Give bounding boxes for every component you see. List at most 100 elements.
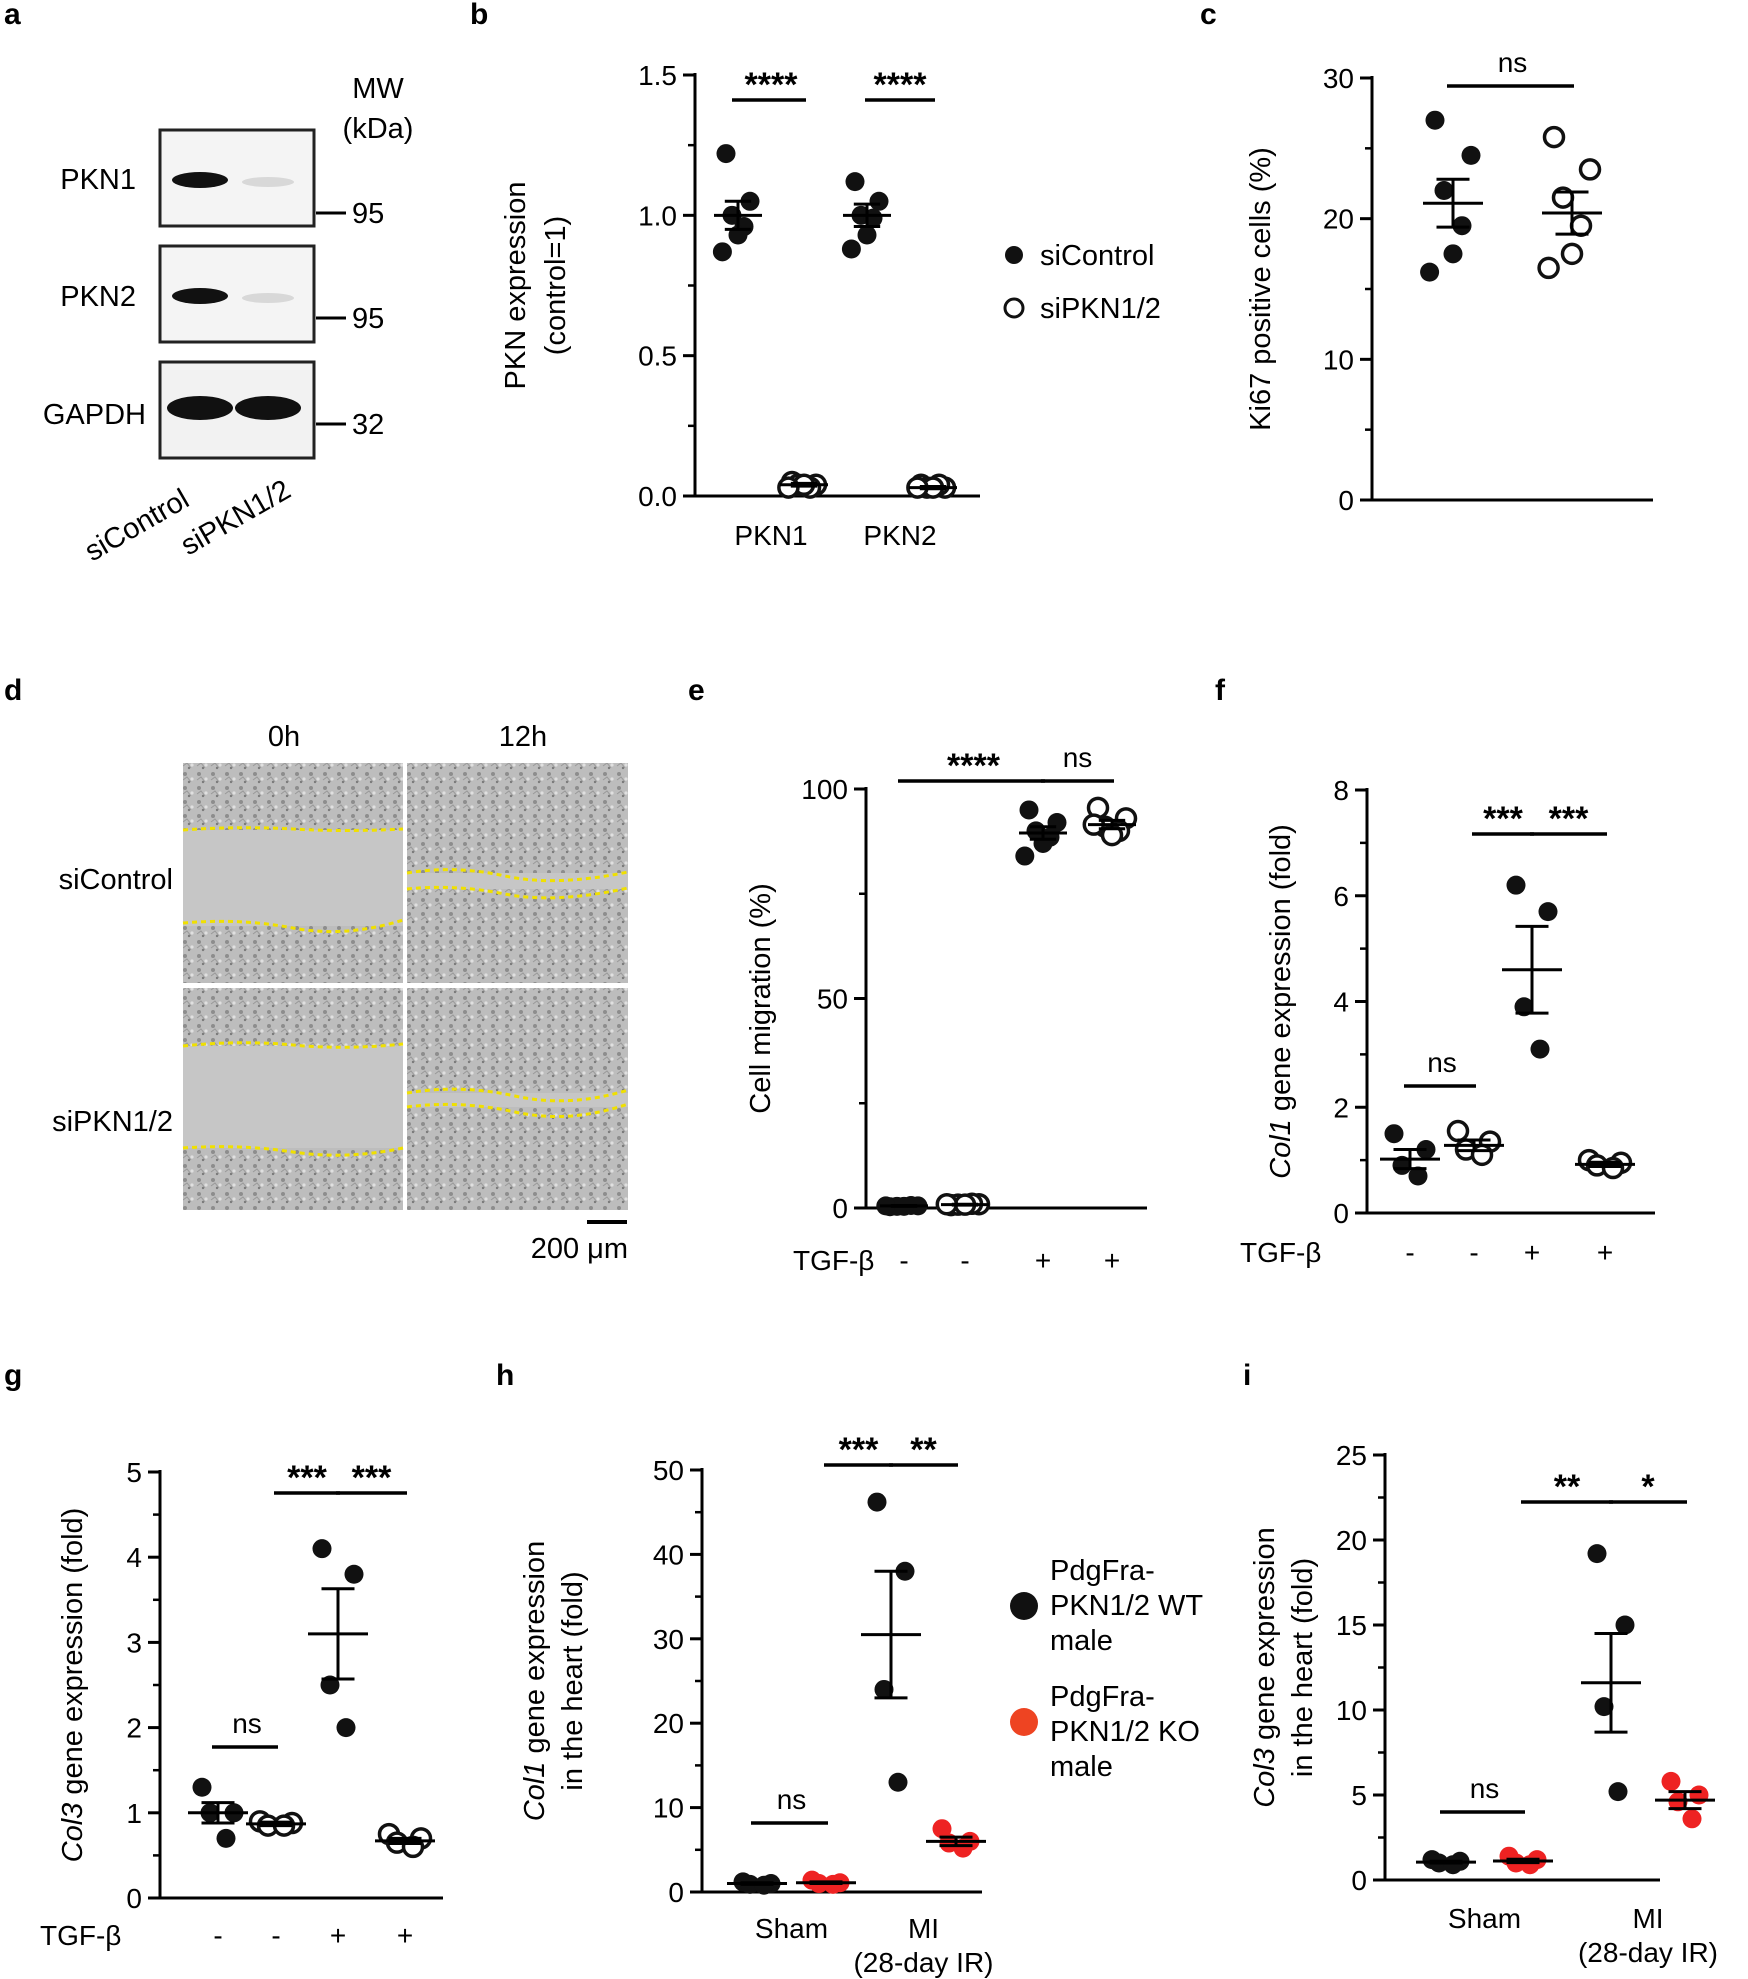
data-point xyxy=(1615,1615,1635,1635)
y-tick-label: 0 xyxy=(1351,1865,1367,1896)
blot-row-label-pkn2: PKN2 xyxy=(60,281,136,313)
blot-row-label-pkn1: PKN1 xyxy=(60,164,136,196)
data-point xyxy=(1682,1809,1702,1829)
y-axis-label: Ki67 positive cells (%) xyxy=(1245,147,1277,431)
group-1 xyxy=(777,470,828,499)
y-tick-label: 25 xyxy=(1336,1440,1367,1471)
significance-label: ** xyxy=(1554,1468,1581,1506)
wound-edge xyxy=(406,1087,629,1103)
significance-label: *** xyxy=(287,1459,327,1497)
tgf-sign: - xyxy=(1405,1237,1414,1268)
y-axis-label: Cell migration (%) xyxy=(745,883,777,1113)
y-axis-label: (control=1) xyxy=(540,216,572,355)
x-category-label: PKN2 xyxy=(863,520,936,551)
chart-b: 0.0 0.5 1.0 1.5 PKN expression (control=1) ***… xyxy=(500,60,980,551)
data-point xyxy=(1538,902,1558,922)
blot-band-pkn2-sicontrol xyxy=(172,288,228,304)
y-tick-label: 0 xyxy=(1338,485,1354,516)
y-tick-label: 2 xyxy=(1333,1092,1349,1123)
group-2 xyxy=(308,1539,368,1738)
group-1 xyxy=(1444,1119,1504,1167)
data-point xyxy=(216,1828,236,1848)
y-axis-label: Col3 gene expression xyxy=(1249,1527,1281,1808)
group-1 xyxy=(935,1192,991,1217)
data-point xyxy=(874,1679,894,1699)
panel-label-c: c xyxy=(1200,0,1217,31)
data-point xyxy=(344,1564,364,1584)
legend-label-ko-line2: PKN1/2 KO xyxy=(1050,1716,1200,1748)
chart-f: 0 2 4 6 8 Col1 gene expression (fold) ns *** ***… xyxy=(1240,775,1655,1268)
y-tick-label: 1.0 xyxy=(638,200,677,231)
time-label-0h: 0h xyxy=(268,721,300,753)
data-point xyxy=(869,191,889,211)
y-tick-label: 0 xyxy=(832,1193,848,1224)
y-axis-label: in the heart (fold) xyxy=(557,1571,589,1790)
group-0 xyxy=(188,1777,248,1848)
y-axis-label-rest: gene expression xyxy=(519,1541,551,1762)
y-tick-label: 10 xyxy=(1336,1695,1367,1726)
tgf-sign: - xyxy=(271,1920,280,1951)
panel-label-e: e xyxy=(688,674,705,707)
x-category-label: PKN1 xyxy=(734,520,807,551)
group-0 xyxy=(712,144,762,262)
wound-edge xyxy=(182,826,404,832)
data-point xyxy=(867,1492,887,1512)
legend-marker-open xyxy=(1003,297,1025,319)
panel-label-d: d xyxy=(4,674,22,707)
data-point xyxy=(336,1718,356,1738)
significance-label: ns xyxy=(232,1708,262,1739)
data-point xyxy=(1537,256,1560,280)
scratch-row-label-sicontrol: siControl xyxy=(59,864,173,896)
data-point xyxy=(1461,145,1481,165)
significance-label: ns xyxy=(777,1784,807,1815)
panel-label-a: a xyxy=(4,0,21,31)
y-tick-label: 5 xyxy=(1351,1780,1367,1811)
blot-row-label-gapdh: GAPDH xyxy=(43,399,146,431)
data-point xyxy=(1443,244,1463,264)
data-point xyxy=(1446,1119,1470,1143)
group-3 xyxy=(1575,1148,1635,1180)
data-point xyxy=(953,1838,973,1858)
data-point xyxy=(1608,1782,1628,1802)
significance-label: ns xyxy=(1063,742,1093,773)
data-point xyxy=(1542,125,1566,149)
scratch-assay: 0h 12h siControl siPKN1/2 200 μm xyxy=(52,721,629,1265)
legend-marker-filled xyxy=(1005,246,1023,264)
data-point xyxy=(845,172,865,192)
wound-edge xyxy=(406,1102,629,1118)
group-3 xyxy=(1655,1771,1715,1829)
y-tick-label: 50 xyxy=(653,1455,684,1486)
data-point xyxy=(1434,181,1454,201)
group-1 xyxy=(796,1870,856,1894)
y-tick-label: 0 xyxy=(668,1877,684,1908)
y-axis-label-gene: Col1 xyxy=(519,1762,551,1822)
y-tick-label: 20 xyxy=(1336,1525,1367,1556)
group-2 xyxy=(1502,875,1562,1059)
y-axis-label-gene: Col3 xyxy=(1249,1748,1281,1808)
data-point xyxy=(1594,1697,1614,1717)
significance-label: **** xyxy=(745,66,799,104)
chart-g: 0 1 2 3 4 5 Col3 gene expression (fold) ns *** **… xyxy=(40,1457,443,1951)
group-3 xyxy=(1082,796,1138,847)
blot-band-pkn1-sicontrol xyxy=(172,172,228,188)
blot-lane-label-sicontrol: siControl xyxy=(80,483,195,568)
wound-edge xyxy=(406,885,629,900)
data-point xyxy=(1392,1155,1412,1175)
x-category-label: MI xyxy=(908,1913,939,1944)
tgf-sign: - xyxy=(1469,1237,1478,1268)
legend-h: PdgFra- PKN1/2 WT male PdgFra- PKN1/2 KO… xyxy=(1010,1555,1203,1783)
significance-label: ns xyxy=(1470,1773,1500,1804)
tgf-sign: - xyxy=(213,1920,222,1951)
tgf-sign: + xyxy=(1035,1245,1051,1276)
tgf-row-label: TGF-β xyxy=(793,1245,874,1276)
y-tick-label: 6 xyxy=(1333,881,1349,912)
data-point xyxy=(857,225,877,245)
significance-label: ns xyxy=(1427,1047,1457,1078)
y-tick-label: 50 xyxy=(817,984,848,1015)
panel-label-h: h xyxy=(496,1359,514,1392)
data-point xyxy=(716,144,736,164)
y-tick-label: 0 xyxy=(126,1883,142,1914)
panel-label-g: g xyxy=(4,1359,22,1392)
data-point xyxy=(712,242,732,262)
